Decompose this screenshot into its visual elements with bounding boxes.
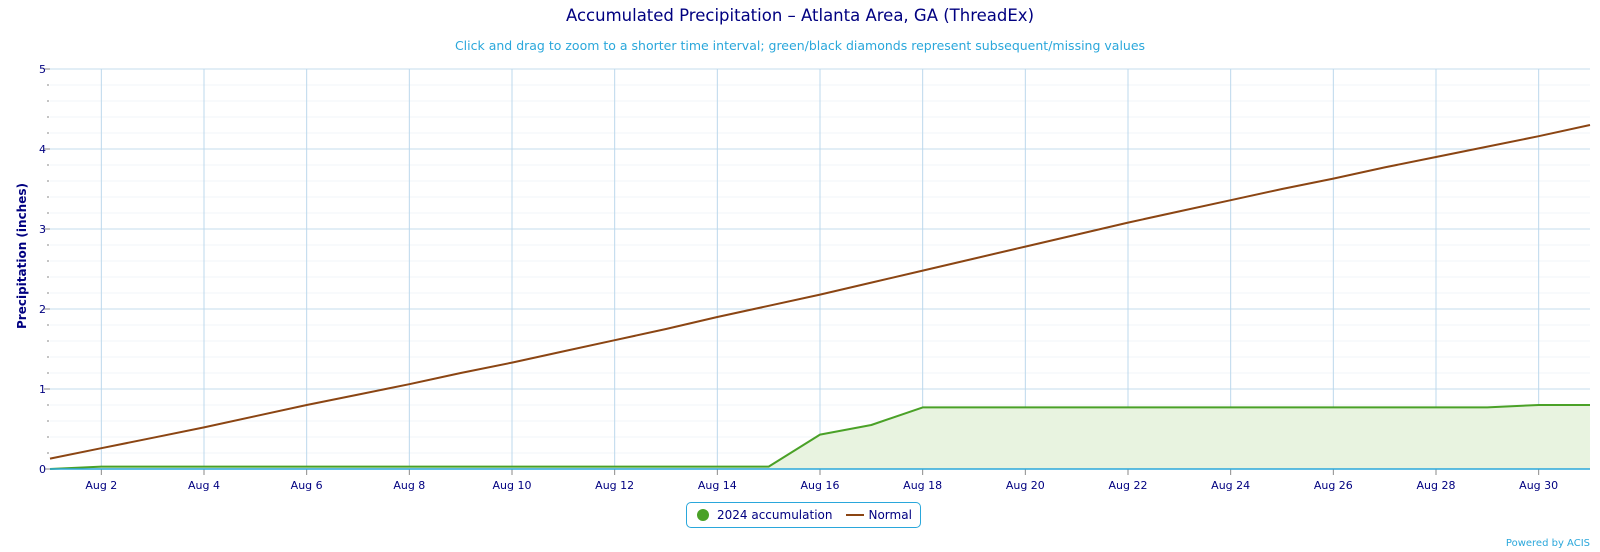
legend-item-2024-accumulation[interactable]: 2024 accumulation [697, 508, 832, 522]
y-axis-title: Precipitation (inches) [15, 183, 29, 329]
series-line-normal [49, 124, 1591, 460]
legend-label: 2024 accumulation [717, 508, 833, 522]
y-tick-label: 2 [39, 303, 46, 316]
legend-label: Normal [868, 508, 912, 522]
legend: 2024 accumulation Normal [686, 502, 921, 528]
y-tick-label: 0 [39, 463, 46, 476]
axes: 0 1 2 3 4 5 Aug 2 Aug 4 Aug 6 Aug 8 Aug 10 Aug 12 Au… [39, 63, 1590, 492]
legend-marker-line [846, 514, 865, 516]
x-tick-label: Aug 2 [85, 479, 117, 492]
x-tick-label: Aug 4 [188, 479, 220, 492]
series-area-2024-accumulation [50, 405, 1590, 469]
y-tick-label: 4 [39, 143, 46, 156]
x-tick-label: Aug 10 [493, 479, 532, 492]
y-tick-label: 1 [39, 383, 46, 396]
legend-item-normal[interactable]: Normal [846, 508, 912, 522]
x-tick-label: Aug 6 [291, 479, 323, 492]
x-tick-label: Aug 22 [1109, 479, 1148, 492]
y-tick-label: 3 [39, 223, 46, 236]
chart-title: Accumulated Precipitation – Atlanta Area… [565, 6, 1035, 25]
chart-subtitle: Click and drag to zoom to a shorter time… [454, 38, 1146, 53]
x-tick-label: Aug 20 [1006, 479, 1045, 492]
x-tick-label: Aug 8 [393, 479, 425, 492]
y-tick-label: 5 [39, 63, 46, 76]
x-tick-label: Aug 28 [1417, 479, 1456, 492]
x-tick-label: Aug 26 [1314, 479, 1353, 492]
x-tick-label: Aug 24 [1211, 479, 1250, 492]
legend-marker-dot [697, 509, 709, 521]
series-layer [49, 124, 1591, 470]
x-tick-label: Aug 18 [903, 479, 942, 492]
credits-link[interactable]: Powered by ACIS [1505, 538, 1590, 549]
x-tick-label: Aug 12 [595, 479, 634, 492]
series-line-2024-accumulation [49, 404, 1590, 470]
x-tick-label: Aug 30 [1519, 479, 1558, 492]
x-tick-label: Aug 14 [698, 479, 737, 492]
x-tick-label: Aug 16 [801, 479, 840, 492]
